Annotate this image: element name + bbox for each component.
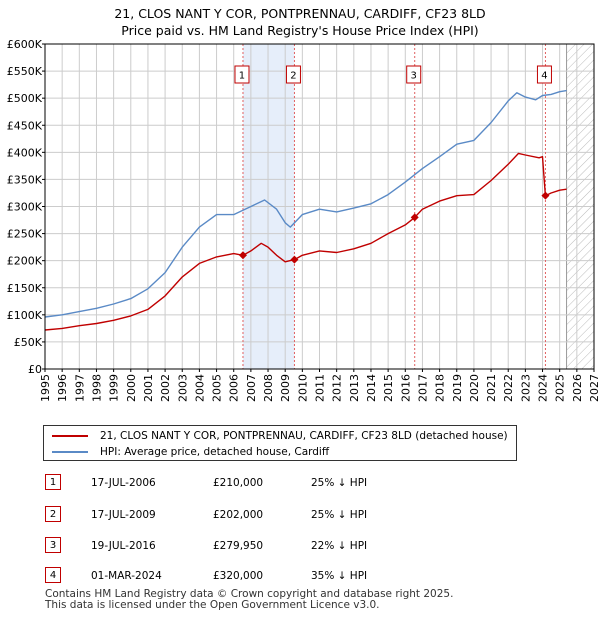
sale-number-badge: 1	[45, 474, 61, 490]
sale-point-4	[541, 191, 550, 200]
sale-point-1	[238, 251, 247, 260]
footer-attribution: Contains HM Land Registry data © Crown c…	[45, 589, 453, 611]
y-tick-label: £450K	[7, 119, 43, 132]
x-tick-label: 2016	[399, 374, 412, 402]
sale-label-2: 2	[290, 71, 296, 82]
sale-price: £279,950	[213, 540, 264, 552]
sale-hpi-diff: 35% ↓ HPI	[311, 570, 368, 582]
y-tick-label: £0	[28, 363, 42, 376]
y-tick-label: £550K	[7, 65, 43, 78]
x-tick-label: 2026	[571, 374, 584, 402]
sale-label-3: 3	[411, 71, 417, 82]
y-tick-label: £200K	[7, 255, 43, 268]
x-tick-label: 2006	[228, 374, 241, 402]
x-tick-label: 2008	[262, 374, 275, 402]
legend-label-hpi: HPI: Average price, detached house, Card…	[100, 446, 330, 458]
footer-line-1: Contains HM Land Registry data © Crown c…	[45, 588, 454, 600]
x-tick-label: 2003	[176, 374, 189, 402]
sale-row: 2 17-JUL-2009 £202,000 25% ↓ HPI	[43, 506, 463, 524]
sale-price: £320,000	[213, 570, 264, 582]
x-tick-label: 2002	[159, 374, 172, 402]
sale-date: 01-MAR-2024	[91, 570, 162, 582]
sale-label-1: 1	[239, 71, 245, 82]
sale-hpi-diff: 25% ↓ HPI	[311, 509, 368, 521]
sale-row: 3 19-JUL-2016 £279,950 22% ↓ HPI	[43, 537, 463, 555]
chart-title: 21, CLOS NANT Y COR, PONTPRENNAU, CARDIF…	[0, 5, 600, 39]
footer-line-2: This data is licensed under the Open Gov…	[45, 599, 380, 611]
x-tick-label: 2011	[314, 374, 327, 402]
y-tick-label: £350K	[7, 173, 43, 186]
y-tick-label: £50K	[14, 336, 43, 349]
legend-swatch-hpi	[52, 451, 88, 453]
x-tick-label: 1996	[56, 374, 69, 402]
x-tick-label: 2020	[468, 374, 481, 402]
y-tick-label: £600K	[7, 38, 43, 51]
sale-label-box-1	[234, 65, 250, 84]
x-tick-label: 2022	[502, 374, 515, 402]
sale-number-badge: 3	[45, 537, 61, 553]
x-tick-label: 2009	[279, 374, 292, 402]
x-tick-label: 2018	[434, 374, 447, 402]
y-tick-label: £300K	[7, 201, 43, 214]
x-tick-label: 1997	[73, 374, 86, 402]
title-line-1: 21, CLOS NANT Y COR, PONTPRENNAU, CARDIF…	[114, 6, 486, 21]
legend-label-property: 21, CLOS NANT Y COR, PONTPRENNAU, CARDIF…	[100, 430, 508, 442]
x-tick-label: 2027	[588, 374, 600, 402]
chart-legend: 21, CLOS NANT Y COR, PONTPRENNAU, CARDIF…	[43, 425, 517, 461]
sale-label-box-2	[285, 65, 301, 84]
sale-hpi-diff: 22% ↓ HPI	[311, 540, 368, 552]
x-tick-label: 2005	[211, 374, 224, 402]
x-tick-label: 2012	[331, 374, 344, 402]
sale-number-badge: 2	[45, 506, 61, 522]
sale-price: £202,000	[213, 509, 264, 521]
sale-number-badge: 4	[45, 567, 61, 583]
x-tick-label: 2015	[382, 374, 395, 402]
legend-swatch-property	[52, 435, 88, 437]
title-line-2: Price paid vs. HM Land Registry's House …	[121, 23, 479, 38]
y-tick-label: £500K	[7, 92, 43, 105]
sale-date: 17-JUL-2006	[91, 477, 156, 489]
series-line-hpi	[44, 89, 567, 318]
sale-hpi-diff: 25% ↓ HPI	[311, 477, 368, 489]
sale-row: 1 17-JUL-2006 £210,000 25% ↓ HPI	[43, 474, 463, 492]
x-tick-label: 2017	[416, 374, 429, 402]
x-tick-label: 2010	[296, 374, 309, 402]
sale-point-2	[290, 255, 299, 264]
sale-date: 17-JUL-2009	[91, 509, 156, 521]
x-tick-label: 2000	[125, 374, 138, 402]
sale-price: £210,000	[213, 477, 264, 489]
sale-label-box-4	[536, 65, 552, 84]
x-tick-label: 2007	[245, 374, 258, 402]
x-tick-label: 2025	[554, 374, 567, 402]
x-tick-label: 2004	[193, 374, 206, 402]
sale-label-box-3	[406, 65, 422, 84]
y-tick-label: £400K	[7, 146, 43, 159]
sale-row: 4 01-MAR-2024 £320,000 35% ↓ HPI	[43, 567, 463, 585]
y-tick-label: £150K	[7, 282, 43, 295]
x-tick-label: 2019	[451, 374, 464, 402]
x-tick-label: 2024	[537, 374, 550, 402]
x-tick-label: 2013	[348, 374, 361, 402]
series-line-property	[44, 152, 567, 331]
x-tick-label: 2001	[142, 374, 155, 402]
x-tick-label: 1998	[90, 374, 103, 402]
price-chart: 1 2 3 4 £0 £50K £100K £150K £200K £250K £300K £350…	[7, 38, 600, 402]
x-tick-label: 2021	[485, 374, 498, 402]
x-tick-label: 2023	[519, 374, 532, 402]
x-tick-label: 2014	[365, 374, 378, 402]
sale-label-4: 4	[541, 71, 547, 82]
y-tick-label: £250K	[7, 228, 43, 241]
x-tick-label: 1999	[108, 374, 121, 402]
sale-point-3	[410, 213, 419, 222]
y-tick-label: £100K	[7, 309, 43, 322]
sale-date: 19-JUL-2016	[91, 540, 156, 552]
x-tick-label: 1995	[39, 374, 52, 402]
